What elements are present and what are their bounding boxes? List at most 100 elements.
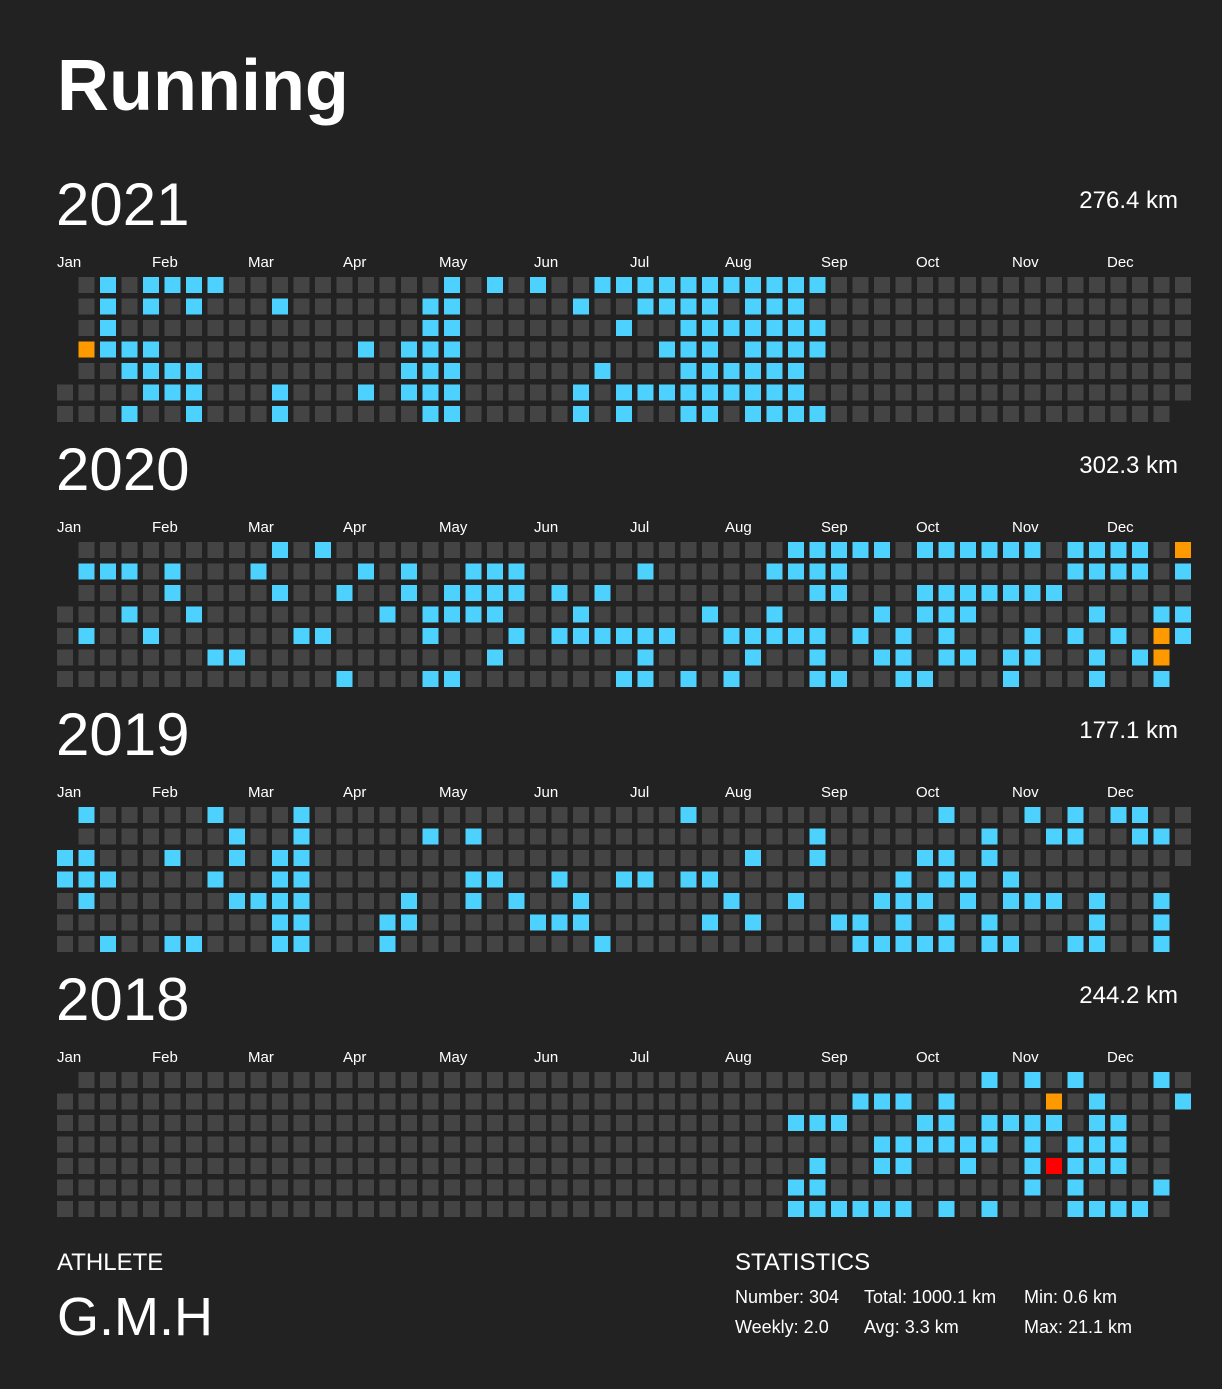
day-cell-run [594,585,611,601]
day-cell [465,363,482,379]
day-cell [680,606,697,623]
day-cell [1024,277,1041,293]
day-cell-run [809,628,826,644]
day-cell [336,628,353,644]
day-cell [573,850,589,866]
day-cell [229,914,245,931]
day-cell [530,649,546,666]
statistics-label: STATISTICS [735,1249,871,1276]
day-cell-run [272,871,288,888]
day-cell [809,1136,826,1153]
day-cell [1003,1093,1019,1110]
day-cell-run [1067,563,1084,580]
day-cell [487,1072,503,1088]
month-label: Nov [1012,254,1039,271]
day-cell [1067,363,1084,379]
day-cell-run [809,277,826,293]
day-cell [143,1072,159,1088]
day-cell [852,850,869,866]
day-cell-run [874,1093,890,1110]
day-cell [315,363,331,379]
day-cell [121,384,138,401]
day-cell-run [422,341,439,358]
day-cell [100,807,116,823]
day-cell [1046,649,1062,666]
day-cell-run [530,277,546,293]
day-cell [637,936,654,952]
day-cell [938,298,955,315]
day-cell [315,1072,331,1088]
day-cell [508,1115,525,1131]
day-cell [766,671,783,687]
year-total-distance: 276.4 km [1079,187,1178,214]
month-label: Dec [1107,784,1134,801]
day-cell [78,585,95,601]
day-cell [702,585,718,601]
day-cell [186,628,202,644]
day-cell [659,1158,675,1174]
day-cell [100,1093,116,1110]
day-cell [100,1158,116,1174]
day-cell [358,1201,374,1217]
day-cell-run [874,936,890,952]
day-cell-run [508,628,525,644]
day-cell [164,671,181,687]
day-cell [895,341,912,358]
day-cell-run [444,298,460,315]
day-cell [293,542,310,558]
day-cell [594,1115,611,1131]
day-cell [272,649,288,666]
day-cell-run [788,320,804,336]
month-label: Jan [57,1049,81,1066]
day-cell [229,341,245,358]
day-cell [1153,277,1170,293]
day-cell [315,341,331,358]
day-cell [1132,850,1148,866]
day-cell-run [745,649,761,666]
day-cell [680,936,697,952]
day-cell [702,1072,718,1088]
day-cell [358,606,374,623]
day-cell [143,1136,159,1153]
day-cell [315,406,331,422]
day-cell [487,628,503,644]
day-cell [1024,298,1041,315]
day-cell [1046,1179,1062,1196]
day-cell-run [465,585,482,601]
day-cell [766,914,783,931]
day-cell [78,320,95,336]
day-cell [358,1136,374,1153]
day-cell [1110,671,1127,687]
day-cell [100,384,116,401]
month-label: Feb [152,784,178,801]
day-cell-run [164,936,181,952]
day-cell-run [895,1158,912,1174]
day-cell-run [444,341,460,358]
day-cell [1110,363,1127,379]
day-cell [401,606,417,623]
day-cell [1132,671,1148,687]
day-cell-run [444,585,460,601]
day-cell [444,1179,460,1196]
day-cell [272,341,288,358]
day-cell [401,1072,417,1088]
day-cell [207,1136,224,1153]
day-cell [981,628,998,644]
day-cell [57,671,73,687]
day-cell [981,1158,998,1174]
day-cell-run [1110,1158,1127,1174]
day-cell [487,807,503,823]
day-cell [358,1115,374,1131]
day-cell [680,1072,697,1088]
day-cell-run [422,320,439,336]
day-cell-run [293,850,310,866]
month-label: Feb [152,254,178,271]
day-cell [530,628,546,644]
day-cell [874,585,890,601]
day-cell-run [444,277,460,293]
day-cell-run [57,871,73,888]
day-cell [444,1201,460,1217]
day-cell [723,606,740,623]
day-cell [207,585,224,601]
day-cell [551,341,568,358]
